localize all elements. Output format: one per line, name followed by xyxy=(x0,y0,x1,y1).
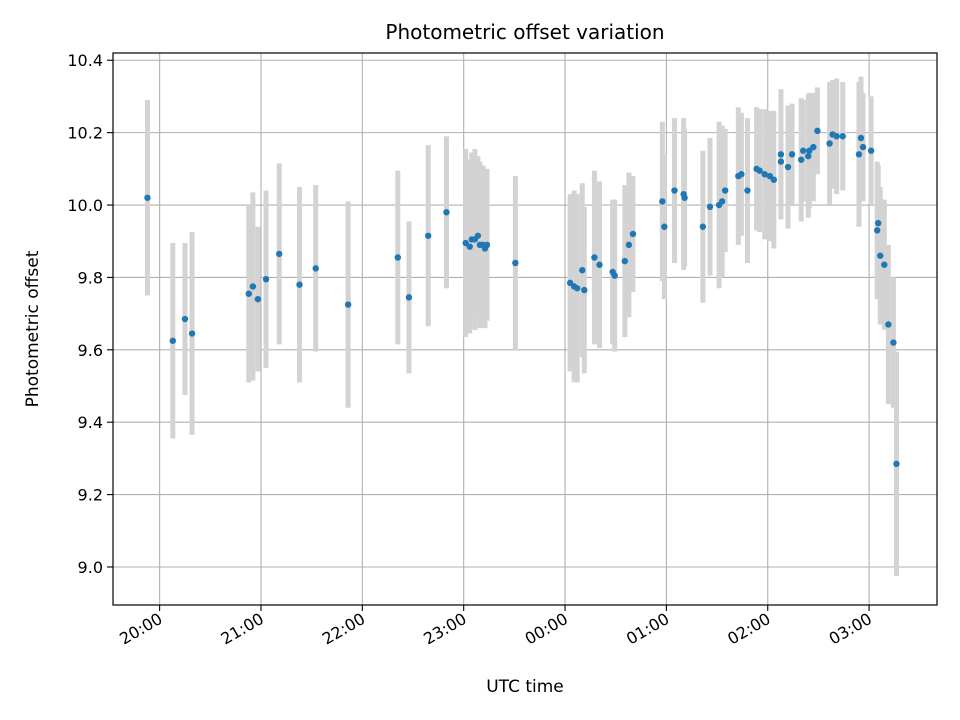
data-point xyxy=(581,286,588,294)
data-point xyxy=(855,151,863,158)
data-point xyxy=(699,223,707,230)
data-point xyxy=(188,330,196,337)
data-point xyxy=(181,315,189,323)
data-point xyxy=(249,283,257,290)
data-point xyxy=(890,339,897,346)
data-point xyxy=(893,460,900,468)
data-point xyxy=(784,163,792,171)
data-point xyxy=(276,250,283,258)
data-point xyxy=(788,151,796,158)
data-point xyxy=(625,241,633,249)
data-point xyxy=(344,301,352,308)
data-point xyxy=(797,156,805,163)
data-point xyxy=(661,223,668,230)
data-point xyxy=(833,133,840,140)
data-point xyxy=(885,321,892,328)
data-point xyxy=(169,337,176,344)
plot-area-frame xyxy=(112,52,938,606)
y-axis-ticks: 9.0 9.2 9.4 9.6 9.8 10.0 10.2 10.4 xyxy=(67,51,113,577)
data-point xyxy=(512,259,519,267)
data-point xyxy=(800,147,807,154)
data-point xyxy=(579,266,586,274)
y-tick-label: 9.6 xyxy=(78,341,103,360)
data-point xyxy=(443,209,450,216)
data-point xyxy=(573,285,581,292)
data-point xyxy=(810,143,817,151)
data-point xyxy=(671,187,678,194)
data-point xyxy=(761,171,768,178)
data-point xyxy=(777,158,785,165)
data-point xyxy=(839,133,846,140)
data-point xyxy=(611,272,618,279)
x-axis-title: UTC time xyxy=(486,677,564,697)
data-point xyxy=(245,290,253,297)
data-point xyxy=(738,171,745,178)
y-tick-label: 9.4 xyxy=(78,413,103,432)
data-point xyxy=(425,232,432,239)
data-point xyxy=(254,295,262,303)
data-point xyxy=(394,254,402,261)
data-point xyxy=(805,152,812,160)
data-point xyxy=(144,194,151,201)
data-point xyxy=(770,176,778,183)
y-tick-label: 9.0 xyxy=(78,558,103,577)
y-tick-label: 9.8 xyxy=(78,268,103,287)
y-tick-label: 10.4 xyxy=(67,51,103,70)
data-point xyxy=(474,232,482,239)
data-point xyxy=(875,219,882,227)
data-point xyxy=(466,243,473,250)
data-point xyxy=(483,241,491,249)
data-point xyxy=(874,227,881,234)
data-point xyxy=(596,261,603,268)
data-point xyxy=(881,261,888,268)
data-point xyxy=(681,194,688,201)
data-point xyxy=(857,134,865,142)
data-point xyxy=(826,140,833,147)
data-point xyxy=(659,198,666,205)
y-tick-label: 10.0 xyxy=(67,196,103,215)
data-point-layer xyxy=(144,127,900,468)
data-point xyxy=(296,281,303,288)
data-point xyxy=(877,252,884,259)
y-tick-label: 9.2 xyxy=(78,486,103,505)
data-point xyxy=(777,151,785,158)
chart-title: Photometric offset variation xyxy=(385,20,664,44)
y-tick-label: 10.2 xyxy=(67,124,103,143)
data-point xyxy=(744,187,751,194)
data-point xyxy=(859,143,867,151)
data-point xyxy=(629,230,637,238)
data-point xyxy=(312,265,319,272)
data-point xyxy=(262,276,270,283)
data-point xyxy=(621,257,629,265)
data-point xyxy=(718,198,726,205)
data-point xyxy=(867,147,875,154)
data-point xyxy=(706,203,714,211)
data-point xyxy=(405,294,413,301)
data-point xyxy=(721,187,729,194)
data-point xyxy=(756,167,763,174)
data-point xyxy=(591,254,598,261)
y-axis-title: Photometric offset xyxy=(23,250,43,407)
data-point xyxy=(814,127,821,135)
